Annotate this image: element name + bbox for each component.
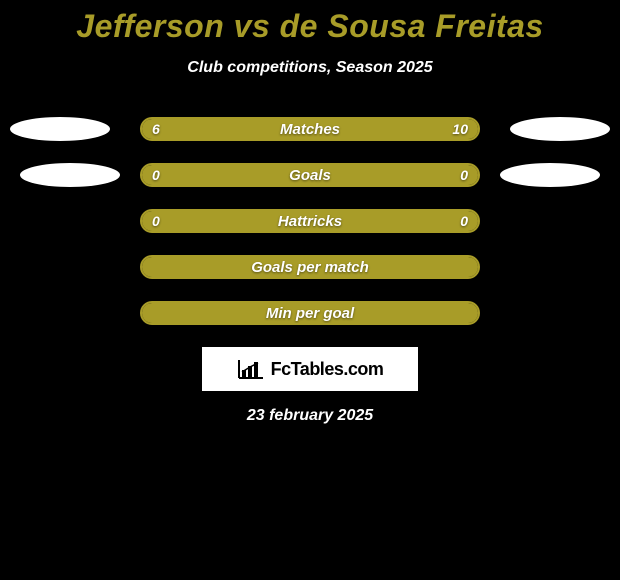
bar-fill-full [142,165,478,185]
stat-value-left: 0 [152,165,160,185]
stat-row: 00Hattricks [0,209,620,233]
stat-value-right: 0 [460,165,468,185]
ellipse-left [20,163,120,187]
chart-icon [237,358,265,380]
stat-value-right: 0 [460,211,468,231]
stat-value-left: 0 [152,211,160,231]
stat-value-right: 10 [452,119,468,139]
ellipse-left [10,117,110,141]
stat-bar: 00Hattricks [140,209,480,233]
bar-fill-right [268,119,478,139]
stat-row: 00Goals [0,163,620,187]
logo-box: FcTables.com [202,347,418,391]
stat-bar: Goals per match [140,255,480,279]
bar-fill-full [142,211,478,231]
stat-row: Goals per match [0,255,620,279]
ellipse-right [500,163,600,187]
bar-fill-left [142,119,268,139]
footer-date: 23 february 2025 [0,407,620,425]
stat-row: 610Matches [0,117,620,141]
ellipse-right [510,117,610,141]
stat-bar: 00Goals [140,163,480,187]
stat-value-left: 6 [152,119,160,139]
stat-row: Min per goal [0,301,620,325]
page-title: Jefferson vs de Sousa Freitas [0,8,620,45]
comparison-infographic: Jefferson vs de Sousa Freitas Club compe… [0,0,620,425]
stat-bar: Min per goal [140,301,480,325]
stat-bar: 610Matches [140,117,480,141]
subtitle: Club competitions, Season 2025 [0,59,620,77]
stat-rows: 610Matches00Goals00HattricksGoals per ma… [0,117,620,325]
logo-text: FcTables.com [271,359,384,380]
bar-fill-full [142,303,478,323]
bar-fill-full [142,257,478,277]
